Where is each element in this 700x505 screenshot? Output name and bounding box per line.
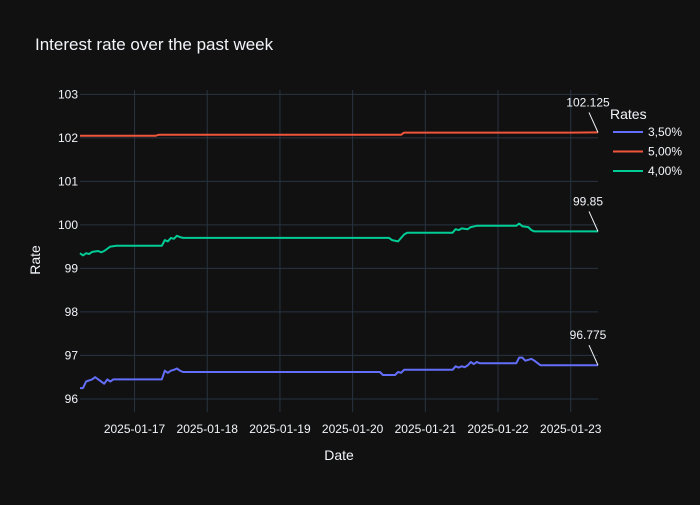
series-line-2[interactable] [80, 131, 599, 137]
series-line-1[interactable] [80, 356, 598, 390]
x-tick-label: 2025-01-20 [322, 422, 384, 436]
legend-label: 4,00% [648, 164, 682, 178]
x-tick-label: 2025-01-17 [104, 422, 166, 436]
y-axis-ticks: 96 97 98 99 100 101 102 103 [58, 87, 78, 406]
y-tick-label: 100 [58, 218, 78, 232]
annotation-arrow [588, 112, 599, 133]
series-line-3[interactable] [79, 222, 598, 257]
y-tick-label: 96 [65, 392, 79, 406]
x-axis-label: Date [324, 447, 354, 463]
annotation-arrow [588, 211, 599, 232]
y-tick-label: 99 [65, 261, 79, 275]
legend-item[interactable]: 4,00% [613, 164, 682, 178]
last-value-annotations: 96.775 102.125 99.85 [566, 95, 610, 366]
y-tick-label: 103 [58, 87, 78, 101]
x-tick-label: 2025-01-18 [177, 422, 239, 436]
y-axis-label: Rate [27, 245, 43, 275]
legend[interactable]: Rates 3,50% 5,00% 4,00% [610, 106, 682, 178]
y-tick-label: 98 [65, 305, 79, 319]
annotation-last-value: 96.775 [570, 328, 607, 342]
grid-lines [80, 90, 598, 412]
annotation-last-value: 102.125 [566, 95, 610, 109]
legend-title: Rates [610, 106, 647, 122]
y-tick-label: 97 [65, 348, 79, 362]
x-axis-ticks: 2025-01-17 2025-01-18 2025-01-19 2025-01-20… [104, 422, 602, 436]
series-lines [79, 131, 599, 390]
legend-label: 3,50% [648, 125, 682, 139]
x-tick-label: 2025-01-21 [395, 422, 457, 436]
x-tick-label: 2025-01-19 [249, 422, 311, 436]
legend-item[interactable]: 5,00% [613, 145, 682, 159]
chart-title: Interest rate over the past week [35, 35, 274, 54]
y-tick-label: 102 [58, 131, 78, 145]
x-tick-label: 2025-01-23 [540, 422, 602, 436]
x-tick-label: 2025-01-22 [467, 422, 529, 436]
legend-item[interactable]: 3,50% [613, 125, 682, 139]
annotation-last-value: 99.85 [573, 194, 603, 208]
annotation-arrow [588, 345, 599, 366]
y-tick-label: 101 [58, 174, 78, 188]
legend-label: 5,00% [648, 145, 682, 159]
